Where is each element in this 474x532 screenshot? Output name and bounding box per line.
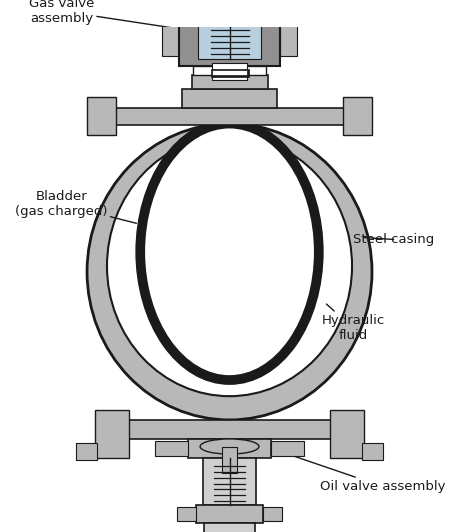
Text: Bladder
(gas charged): Bladder (gas charged) (15, 190, 137, 223)
Bar (188, 439, 271, 458)
Bar (106, 109, 353, 126)
Bar (76, 443, 97, 460)
Bar (203, 458, 256, 505)
Bar (363, 443, 383, 460)
Bar (193, 65, 265, 75)
Bar (280, 4, 297, 56)
Bar (196, 505, 263, 522)
Ellipse shape (87, 123, 372, 420)
Ellipse shape (200, 439, 259, 454)
Ellipse shape (140, 123, 319, 380)
Bar (212, 70, 246, 75)
Bar (263, 508, 282, 521)
Bar (179, 0, 280, 65)
Bar (198, 4, 261, 59)
Bar (182, 89, 277, 109)
Bar (222, 446, 237, 473)
Text: Oil valve assembly: Oil valve assembly (271, 448, 445, 493)
Bar (95, 410, 129, 458)
Text: Protective
cap: Protective cap (0, 531, 1, 532)
Text: Gas valve
assembly: Gas valve assembly (29, 0, 187, 30)
Bar (162, 4, 179, 56)
Text: Hydraulic
fluid: Hydraulic fluid (321, 304, 384, 342)
Bar (271, 441, 304, 456)
Bar (210, 70, 248, 77)
Text: Steel casing: Steel casing (353, 233, 434, 246)
Bar (116, 420, 344, 439)
Ellipse shape (107, 136, 352, 396)
Bar (191, 75, 267, 89)
Bar (155, 441, 188, 456)
Bar (344, 97, 372, 135)
Bar (87, 97, 116, 135)
Bar (212, 63, 246, 80)
Bar (330, 410, 365, 458)
Bar (177, 508, 196, 521)
Bar (204, 522, 255, 532)
